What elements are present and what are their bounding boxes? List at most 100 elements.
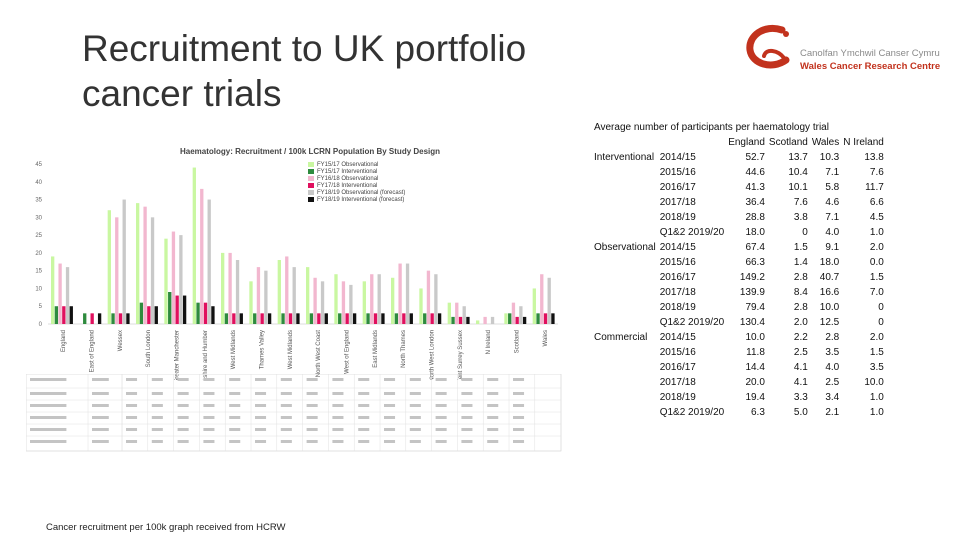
- grid-cell-placeholder: [513, 404, 525, 407]
- bar: [171, 231, 176, 324]
- grid-cell-placeholder: [306, 392, 318, 395]
- y-tick-label: 0: [39, 322, 43, 328]
- bar: [179, 235, 183, 324]
- bar: [51, 256, 55, 324]
- value-cell: 18.0: [745, 227, 765, 238]
- value-cell: 41.3: [745, 182, 765, 193]
- bar: [547, 277, 551, 324]
- bar: [249, 281, 253, 324]
- bar: [207, 199, 211, 324]
- row-group-label: Observational: [594, 242, 656, 253]
- grid-cell-placeholder: [306, 404, 318, 407]
- x-tick-label: Kent Surrey Sussex: [458, 330, 464, 380]
- bar: [147, 306, 151, 324]
- value-cell: 2.1: [825, 407, 840, 418]
- bar: [451, 316, 455, 324]
- bar: [540, 274, 544, 324]
- bar: [476, 320, 480, 324]
- grid-cell-placeholder: [203, 392, 215, 395]
- legend-item: FY16/18 Observational: [308, 176, 428, 183]
- grid-cell-placeholder: [92, 392, 109, 395]
- value-cell: 4.1: [793, 377, 808, 388]
- value-cell: 5.8: [825, 182, 840, 193]
- grid-cell-placeholder: [461, 440, 473, 443]
- bar: [296, 313, 300, 324]
- period-cell: 2018/19: [659, 302, 696, 313]
- bar: [381, 313, 385, 324]
- grid-cell-placeholder: [255, 378, 267, 381]
- bar: [426, 270, 431, 324]
- bar: [419, 288, 423, 324]
- grid-cell-placeholder: [126, 392, 138, 395]
- grid-cell-placeholder: [358, 378, 370, 381]
- x-tick-label: North West Coast: [316, 330, 322, 378]
- bar: [143, 206, 147, 324]
- value-cell: 7.6: [793, 197, 808, 208]
- bar: [200, 188, 204, 324]
- grid-cell-placeholder: [203, 440, 215, 443]
- table-title: Average number of participants per haema…: [594, 122, 829, 133]
- table-row: Interventional 2014/15 52.7 13.7 10.3 13.8: [592, 150, 886, 165]
- grid-cell-placeholder: [229, 392, 241, 395]
- legend-label: FY15/17 Observational: [317, 162, 379, 169]
- table-row: 2018/19 79.4 2.8 10.0 0: [592, 300, 886, 315]
- value-cell: 2.8: [793, 302, 808, 313]
- value-cell: 6.3: [751, 407, 765, 418]
- legend-item: FY18/19 Interventional (forecast): [308, 197, 428, 204]
- x-tick-label: Scotland: [515, 330, 521, 353]
- grid-cell-placeholder: [151, 404, 163, 407]
- value-cell: 10.1: [788, 182, 808, 193]
- bar: [519, 306, 523, 324]
- value-cell: 40.7: [819, 272, 840, 283]
- grid-cell-placeholder: [255, 440, 267, 443]
- bar: [462, 306, 466, 324]
- bar: [228, 252, 232, 324]
- grid-cell-placeholder: [409, 428, 421, 431]
- bar: [341, 281, 346, 324]
- period-cell: 2017/18: [659, 197, 696, 208]
- bar: [83, 313, 87, 324]
- grid-cell-placeholder: [151, 392, 163, 395]
- value-cell: 16.6: [819, 287, 840, 298]
- bar: [334, 274, 338, 324]
- bar: [522, 316, 527, 324]
- bar: [394, 313, 399, 324]
- value-cell: 3.5: [869, 362, 884, 373]
- bar: [532, 288, 536, 324]
- period-cell: 2015/16: [659, 257, 696, 268]
- legend-swatch: [308, 169, 314, 174]
- bar: [288, 313, 293, 324]
- grid-cell-placeholder: [30, 428, 67, 431]
- y-tick-label: 5: [39, 304, 43, 310]
- table-row: 2018/19 28.8 3.8 7.1 4.5: [592, 210, 886, 225]
- grid-cell-placeholder: [30, 404, 67, 407]
- bar: [126, 313, 130, 324]
- value-cell: 2.0: [869, 332, 884, 343]
- value-cell: 4.5: [869, 212, 884, 223]
- row-group-label: Interventional: [594, 152, 655, 163]
- table-row: Q1&2 2019/20 130.4 2.0 12.5 0: [592, 315, 886, 330]
- grid-cell-placeholder: [280, 440, 292, 443]
- bar: [373, 313, 378, 324]
- period-cell: 2015/16: [659, 347, 696, 358]
- x-tick-label: West of England: [345, 330, 351, 374]
- value-cell: 10.0: [864, 377, 884, 388]
- y-tick-label: 35: [35, 198, 42, 204]
- bar: [69, 306, 73, 324]
- bar: [515, 316, 519, 324]
- legend-label: FY18/19 Interventional (forecast): [317, 197, 405, 204]
- x-tick-label: North West London: [430, 330, 436, 380]
- value-cell: 18.0: [819, 257, 840, 268]
- bar: [221, 252, 225, 324]
- wales-cancer-research-centre-logo: Canolfan Ymchwil Canser Cymru Wales Canc…: [742, 20, 942, 76]
- grid-cell-placeholder: [177, 416, 189, 419]
- bar: [264, 270, 268, 324]
- x-tick-label: East Midlands: [373, 330, 379, 368]
- value-cell: 6.6: [869, 197, 884, 208]
- bar: [511, 302, 516, 324]
- grid-cell-placeholder: [513, 440, 525, 443]
- value-cell: 0.0: [869, 257, 884, 268]
- column-header: Scotland: [768, 137, 808, 148]
- value-cell: 3.5: [825, 347, 840, 358]
- grid-cell-placeholder: [151, 378, 163, 381]
